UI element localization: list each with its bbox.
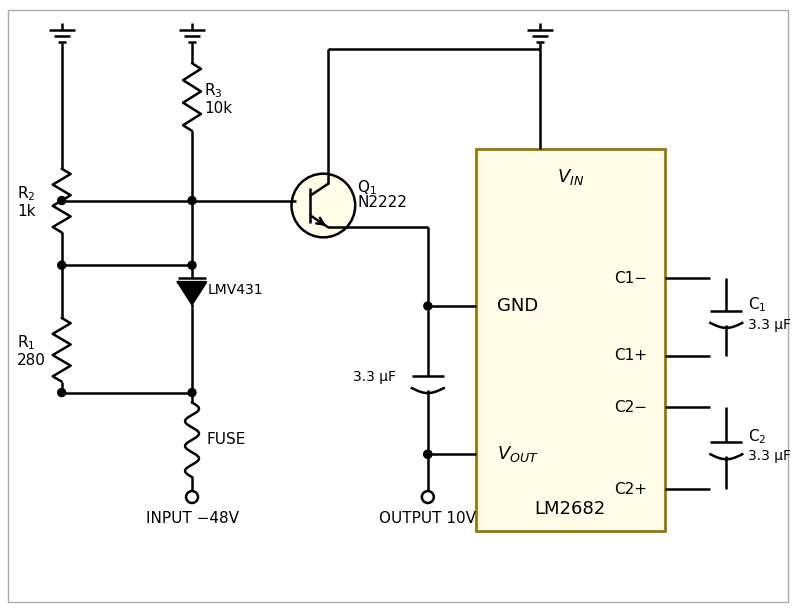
Text: 3.3 μF: 3.3 μF <box>748 318 791 332</box>
Text: INPUT −48V: INPUT −48V <box>146 512 238 526</box>
Text: 1k: 1k <box>17 204 35 219</box>
Text: N2222: N2222 <box>357 195 407 210</box>
Text: $V_{IN}$: $V_{IN}$ <box>557 166 584 187</box>
Circle shape <box>424 302 432 310</box>
Text: LMV431: LMV431 <box>208 283 263 297</box>
Text: C2−: C2− <box>614 400 646 415</box>
Text: C$_1$: C$_1$ <box>748 296 766 315</box>
FancyBboxPatch shape <box>475 149 665 531</box>
Circle shape <box>188 261 196 269</box>
Circle shape <box>58 389 66 397</box>
Text: 280: 280 <box>17 353 46 368</box>
Polygon shape <box>178 282 206 304</box>
Circle shape <box>424 450 432 458</box>
Circle shape <box>291 174 355 237</box>
Circle shape <box>188 389 196 397</box>
Circle shape <box>58 196 66 204</box>
Text: C2+: C2+ <box>614 482 646 496</box>
Text: R$_1$: R$_1$ <box>17 334 35 352</box>
Circle shape <box>58 261 66 269</box>
Text: $V_{OUT}$: $V_{OUT}$ <box>498 444 539 465</box>
Text: 10k: 10k <box>204 102 232 116</box>
Text: 3.3 μF: 3.3 μF <box>354 370 396 384</box>
Text: OUTPUT 10V: OUTPUT 10V <box>379 512 476 526</box>
Text: LM2682: LM2682 <box>534 500 606 518</box>
Text: Q$_1$: Q$_1$ <box>357 178 377 197</box>
Circle shape <box>188 196 196 204</box>
Text: C1−: C1− <box>614 271 646 286</box>
Text: C1+: C1+ <box>614 348 646 364</box>
Text: C$_2$: C$_2$ <box>748 427 766 446</box>
Text: FUSE: FUSE <box>207 432 246 447</box>
Text: R$_3$: R$_3$ <box>204 82 222 100</box>
Text: GND: GND <box>498 297 538 315</box>
Circle shape <box>424 450 432 458</box>
Text: 3.3 μF: 3.3 μF <box>748 449 791 463</box>
Text: R$_2$: R$_2$ <box>17 184 35 203</box>
